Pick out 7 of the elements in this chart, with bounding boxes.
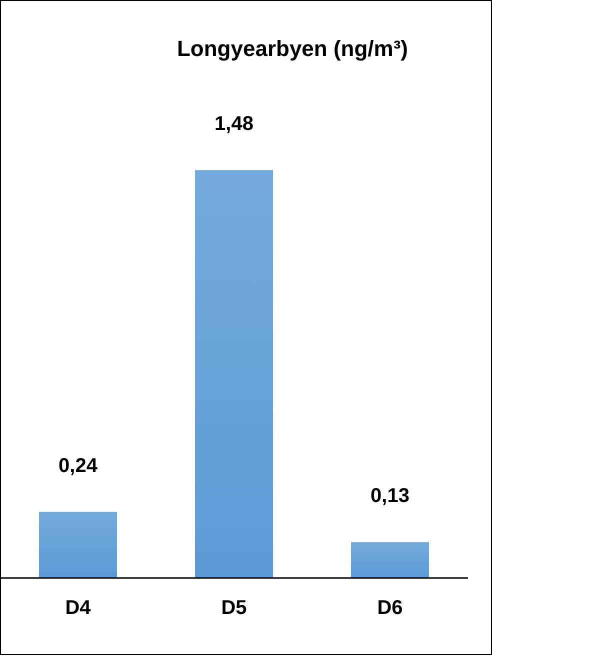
data-label: 1,48 [214,113,254,136]
x-tick-label: D5 [221,597,247,620]
chart-title: Longyearbyen (ng/m³) [176,36,408,63]
data-label: 0,13 [370,485,410,508]
x-tick-label: D4 [65,597,92,620]
data-label: 0,24 [58,454,98,477]
x-tick-label: D6 [377,597,403,620]
